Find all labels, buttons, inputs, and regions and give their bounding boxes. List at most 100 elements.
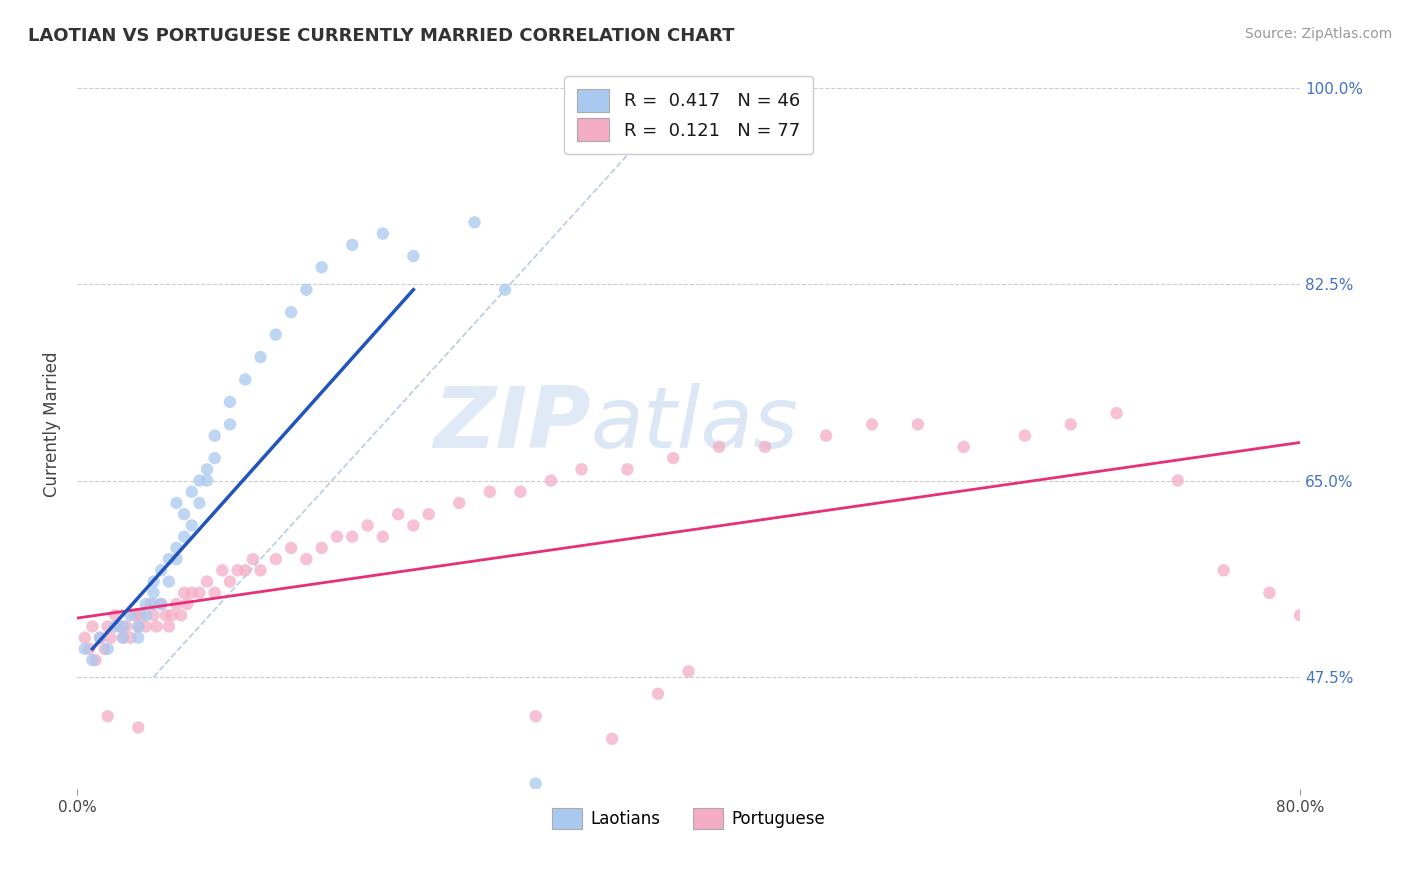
Point [142,574,165,589]
Point [111,619,134,633]
Point [311,541,333,555]
Point [264,552,287,566]
Point [142,586,165,600]
Point [139,597,162,611]
Point [82,653,104,667]
Point [295,283,318,297]
Point [1258,586,1281,600]
Point [120,631,142,645]
Point [150,563,173,577]
Point [1167,474,1189,488]
Point [180,518,202,533]
Point [173,530,195,544]
Point [135,619,157,633]
Point [226,563,249,577]
Point [233,372,256,386]
Point [135,608,157,623]
Point [115,619,138,633]
Point [907,417,929,432]
Point [195,474,218,488]
Text: atlas: atlas [591,383,799,466]
Point [647,687,669,701]
Point [195,574,218,589]
Point [145,619,167,633]
Point [155,608,177,623]
Point [356,518,378,533]
Point [707,440,730,454]
Point [84,653,107,667]
Point [326,530,349,544]
Point [129,608,152,623]
Point [100,631,122,645]
Point [1319,619,1341,633]
Point [180,586,202,600]
Point [571,462,593,476]
Point [166,496,188,510]
Point [402,249,425,263]
Point [188,474,211,488]
Point [311,260,333,275]
Point [180,484,202,499]
Point [157,574,180,589]
Point [600,731,623,746]
Point [1212,563,1234,577]
Point [150,597,173,611]
Point [678,665,700,679]
Point [242,552,264,566]
Point [127,619,149,633]
Point [204,451,226,466]
Point [176,597,198,611]
Point [82,619,104,633]
Point [79,641,101,656]
Point [478,484,501,499]
Point [73,641,96,656]
Point [104,608,127,623]
Point [135,597,157,611]
Point [108,619,131,633]
Point [371,227,394,241]
Point [124,608,146,623]
Point [73,631,96,645]
Point [540,474,562,488]
Point [160,608,183,623]
Point [524,709,547,723]
Point [449,496,471,510]
Point [387,507,409,521]
Point [195,462,218,476]
Point [188,496,211,510]
Point [150,597,173,611]
Point [264,327,287,342]
Point [280,305,302,319]
Point [342,237,364,252]
Point [1289,608,1312,623]
Point [104,619,127,633]
Point [219,395,242,409]
Point [127,721,149,735]
Point [111,631,134,645]
Point [173,586,195,600]
Y-axis label: Currently Married: Currently Married [44,351,60,497]
Point [111,631,134,645]
Point [166,597,188,611]
Point [89,631,111,645]
Text: Source: ZipAtlas.com: Source: ZipAtlas.com [1244,27,1392,41]
Point [295,552,318,566]
Point [211,563,233,577]
Point [97,709,120,723]
Point [93,641,115,656]
Text: LAOTIAN VS PORTUGUESE CURRENTLY MARRIED CORRELATION CHART: LAOTIAN VS PORTUGUESE CURRENTLY MARRIED … [28,27,734,45]
Point [1105,406,1128,420]
Point [952,440,974,454]
Point [402,518,425,533]
Point [464,215,486,229]
Point [89,631,111,645]
Point [418,507,440,521]
Point [342,530,364,544]
Point [249,563,271,577]
Point [204,586,226,600]
Point [860,417,883,432]
Point [249,350,271,364]
Point [280,541,302,555]
Point [524,776,547,790]
Point [97,619,120,633]
